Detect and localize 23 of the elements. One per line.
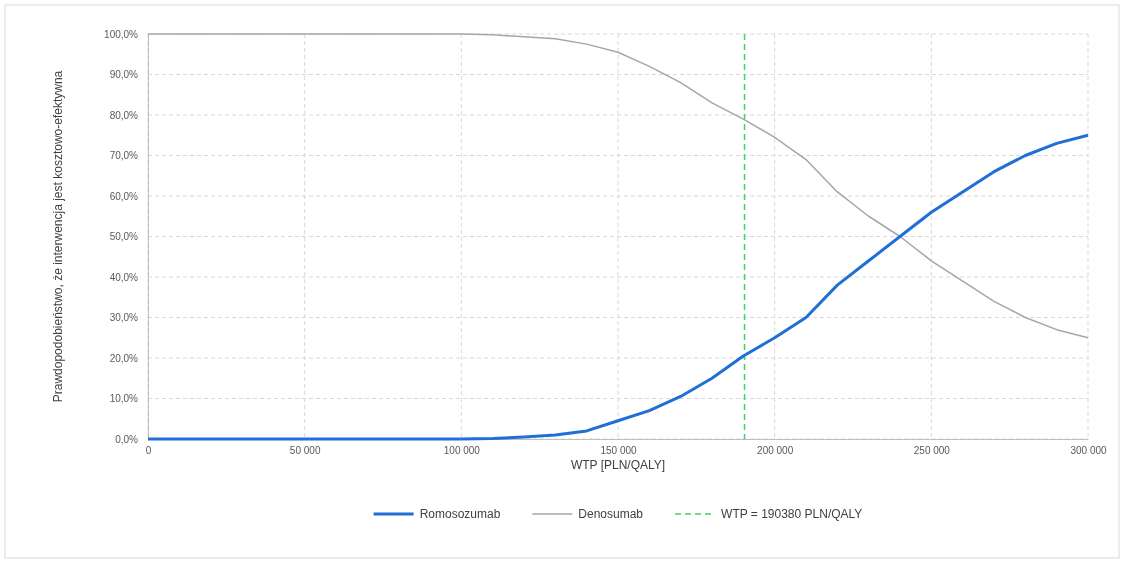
y-axis-title: Prawdopodobieństwo, że interwencja jest kosztowo-efektywna xyxy=(51,70,65,403)
legend-label: Romosozumab xyxy=(419,507,501,522)
x-tick-label: 200 000 xyxy=(757,445,794,457)
y-tick-label: 80,0% xyxy=(109,109,139,121)
y-tick-label: 100,0% xyxy=(104,28,139,40)
legend-label: WTP = 190380 PLN/QALY xyxy=(721,507,863,522)
x-tick-label: 250 000 xyxy=(913,445,951,457)
y-tick-label: 20,0% xyxy=(109,352,139,364)
x-tick-label: 150 000 xyxy=(600,445,638,457)
y-tick-label: 40,0% xyxy=(109,271,139,283)
x-tick-label: 300 000 xyxy=(1070,445,1108,457)
y-tick-label: 30,0% xyxy=(109,312,139,324)
y-tick-label: 10,0% xyxy=(109,393,139,405)
y-tick-label: 50,0% xyxy=(109,231,139,243)
x-tick-label: 50 000 xyxy=(289,445,321,457)
legend-label: Denosumab xyxy=(578,507,644,522)
y-tick-label: 70,0% xyxy=(109,150,139,162)
x-tick-label: 0 xyxy=(145,445,152,457)
y-tick-label: 90,0% xyxy=(109,69,139,81)
x-axis-title: WTP [PLN/QALY] xyxy=(570,458,666,472)
y-tick-label: 0,0% xyxy=(115,433,139,445)
y-tick-label: 60,0% xyxy=(109,190,139,202)
x-tick-label: 100 000 xyxy=(443,445,481,457)
